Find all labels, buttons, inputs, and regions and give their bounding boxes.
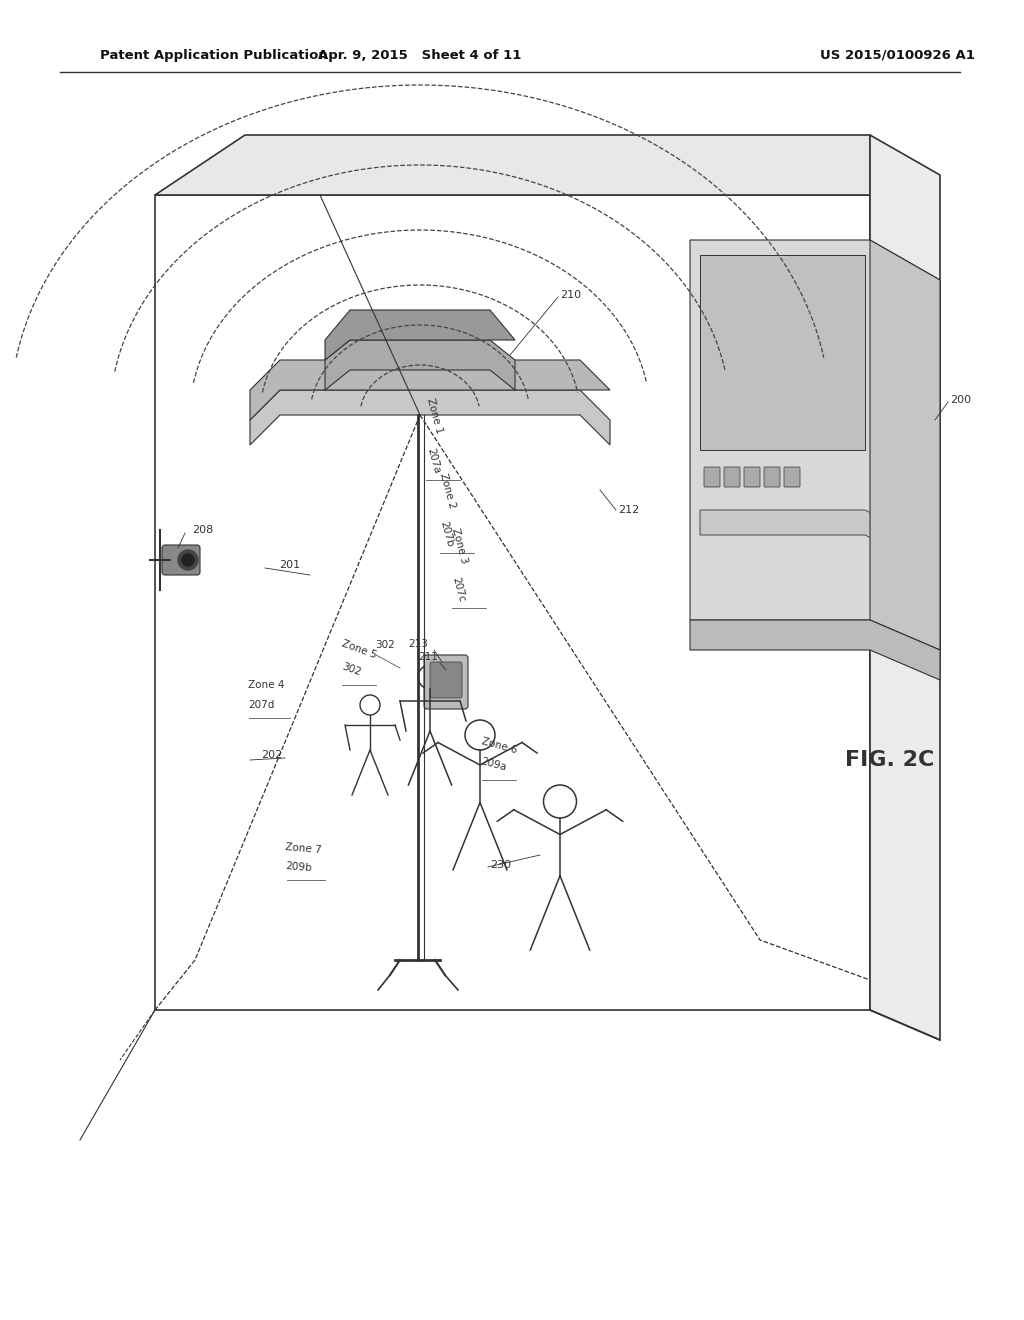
Text: 207a: 207a bbox=[425, 447, 441, 475]
Polygon shape bbox=[250, 389, 610, 445]
Text: Apr. 9, 2015   Sheet 4 of 11: Apr. 9, 2015 Sheet 4 of 11 bbox=[318, 49, 521, 62]
Circle shape bbox=[178, 550, 198, 570]
FancyBboxPatch shape bbox=[705, 467, 720, 487]
Polygon shape bbox=[325, 341, 515, 389]
FancyBboxPatch shape bbox=[784, 467, 800, 487]
Circle shape bbox=[182, 554, 194, 566]
Polygon shape bbox=[325, 310, 515, 360]
FancyBboxPatch shape bbox=[744, 467, 760, 487]
Text: 202: 202 bbox=[261, 750, 283, 760]
FancyBboxPatch shape bbox=[162, 545, 200, 576]
Text: 212: 212 bbox=[618, 506, 639, 515]
Polygon shape bbox=[700, 255, 865, 450]
Polygon shape bbox=[155, 135, 870, 195]
Text: 207b: 207b bbox=[438, 520, 455, 548]
Text: 207d: 207d bbox=[248, 700, 274, 710]
Text: Zone 2: Zone 2 bbox=[438, 473, 457, 510]
Text: 302: 302 bbox=[375, 640, 394, 649]
Text: Zone 7: Zone 7 bbox=[285, 842, 323, 855]
Text: FIG. 2C: FIG. 2C bbox=[846, 750, 935, 770]
Polygon shape bbox=[690, 240, 940, 649]
Text: 209b: 209b bbox=[285, 861, 312, 873]
FancyBboxPatch shape bbox=[424, 655, 468, 709]
Polygon shape bbox=[250, 360, 610, 420]
Text: 209a: 209a bbox=[480, 756, 508, 774]
Text: 200: 200 bbox=[950, 395, 971, 405]
Text: Zone 4: Zone 4 bbox=[248, 680, 285, 690]
Text: Zone 1: Zone 1 bbox=[425, 397, 444, 436]
Text: 201: 201 bbox=[280, 560, 301, 570]
Polygon shape bbox=[870, 135, 940, 1040]
Text: 302: 302 bbox=[340, 661, 361, 678]
Text: Zone 3: Zone 3 bbox=[450, 527, 469, 565]
Polygon shape bbox=[690, 620, 940, 680]
FancyBboxPatch shape bbox=[430, 663, 462, 698]
Text: 210: 210 bbox=[560, 290, 582, 300]
Polygon shape bbox=[870, 240, 940, 649]
FancyBboxPatch shape bbox=[724, 467, 740, 487]
Text: 208: 208 bbox=[193, 525, 213, 535]
Text: 207c: 207c bbox=[450, 576, 466, 603]
Polygon shape bbox=[700, 510, 935, 570]
Text: 211: 211 bbox=[418, 652, 438, 663]
Text: Patent Application Publication: Patent Application Publication bbox=[100, 49, 328, 62]
Text: 230: 230 bbox=[490, 861, 511, 870]
Text: Zone 6: Zone 6 bbox=[480, 737, 518, 755]
Text: 213: 213 bbox=[408, 639, 428, 649]
FancyBboxPatch shape bbox=[764, 467, 780, 487]
Text: Zone 5: Zone 5 bbox=[340, 638, 378, 660]
Text: US 2015/0100926 A1: US 2015/0100926 A1 bbox=[820, 49, 975, 62]
